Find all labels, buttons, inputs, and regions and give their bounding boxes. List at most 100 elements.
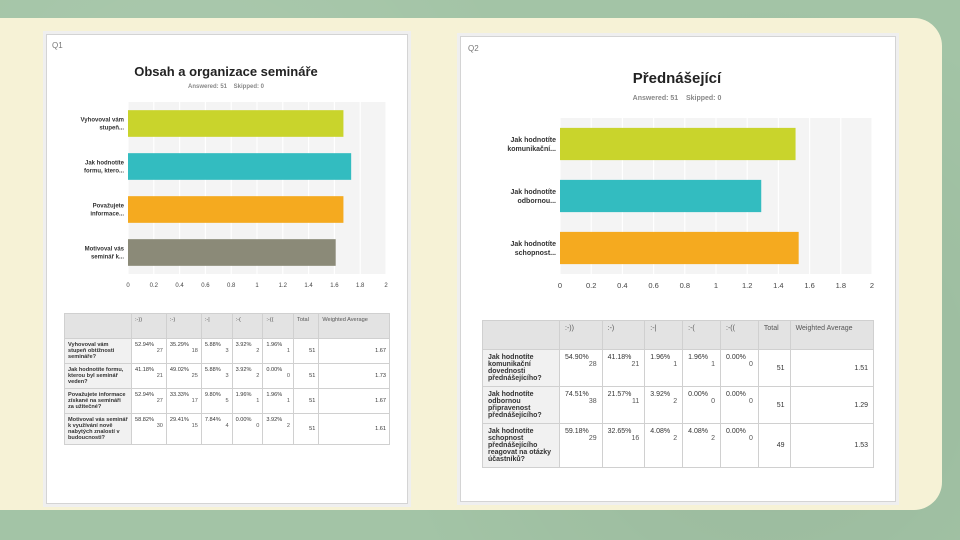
response-count: 15	[191, 423, 198, 429]
response-count: 0	[256, 423, 260, 429]
table-row: Považujete informace získané na semináři…	[64, 388, 390, 414]
column-header: :-|	[644, 320, 684, 350]
response-count: 27	[156, 348, 163, 354]
response-count: 29	[588, 435, 597, 442]
bar-chart-q1: 0 0.2 0.4 0.6 0.8 1 1.2 1.4 1.6 1.8 2 Vyhovoval vám…	[81, 102, 388, 289]
response-count: 11	[632, 398, 640, 405]
weighted-average-cell: 1.53	[789, 423, 875, 468]
x-tick-label: 1	[714, 281, 718, 290]
response-cell: 3.92% 2	[262, 413, 295, 445]
weighted-average-cell: 1.29	[789, 386, 875, 424]
bar	[128, 153, 352, 180]
response-count: 16	[631, 435, 640, 442]
bar	[560, 179, 762, 213]
category-label: Jak hodnotíte odbornou...	[510, 189, 556, 205]
response-percent: 52.94%	[135, 342, 154, 348]
response-count: 1	[711, 361, 716, 368]
response-count: 0	[749, 361, 753, 368]
question-cell: Jak hodnotíte schopnost přednášejícího r…	[482, 423, 560, 468]
response-percent: 1.96%	[266, 392, 283, 398]
skipped-count: Skipped: 0	[685, 95, 722, 102]
x-tick-label: 1.4	[773, 281, 783, 290]
question-number: Q2	[468, 44, 479, 53]
response-percent: 3.92%	[650, 391, 671, 398]
response-cell: 1.96% 1	[231, 388, 264, 414]
x-tick-label: 1.6	[804, 281, 814, 290]
response-percent: 74.51%	[565, 391, 589, 398]
table-row: Jak hodnotíte odbornou připravenost před…	[482, 386, 875, 424]
response-percent: 4.08%	[650, 428, 671, 435]
weighted-average-cell: 1.61	[318, 413, 390, 445]
chart-title: Přednášející	[632, 70, 722, 87]
column-header: :-)	[601, 320, 646, 350]
response-cell: 41.18% 21	[601, 349, 646, 387]
response-count: 1	[286, 398, 291, 404]
response-percent: 0.00%	[726, 391, 746, 398]
question-number: Q1	[52, 41, 63, 50]
category-label: Jak hodnotíte schopnost...	[510, 241, 556, 257]
response-count: 1	[256, 398, 260, 404]
response-cell: 54.90% 28	[559, 349, 603, 387]
response-percent: 33.33%	[169, 392, 189, 398]
response-percent: 29.41%	[169, 417, 189, 423]
response-count: 30	[156, 423, 163, 429]
response-count: 0	[711, 398, 716, 405]
response-count: 25	[191, 373, 198, 379]
response-cell: 0.00% 0	[720, 386, 759, 424]
response-percent: 3.92%	[235, 367, 252, 373]
total-cell: 51	[293, 413, 320, 445]
answered-count: Answered: 51	[187, 84, 227, 90]
response-percent: 0.00%	[688, 391, 709, 398]
x-tick-label: 0.6	[648, 281, 658, 290]
response-percent: 9.80%	[204, 392, 221, 398]
response-cell: 1.96% 1	[644, 349, 684, 387]
response-cell: 1.96% 1	[262, 388, 295, 414]
x-tick-label: 0.4	[175, 283, 184, 289]
response-cell: 74.51% 38	[559, 386, 603, 424]
response-count: 27	[156, 398, 163, 404]
response-counts: Answered: 51 Skipped: 0	[460, 95, 894, 102]
x-tick-label: 2	[870, 281, 874, 290]
response-count: 1	[673, 361, 678, 368]
column-header	[482, 320, 560, 350]
weighted-average-cell: 1.73	[318, 363, 390, 389]
x-tick-label: 1.4	[304, 283, 313, 289]
category-label: Považujete informace...	[90, 204, 124, 218]
response-count: 2	[286, 423, 291, 429]
response-cell: 58.82% 30	[131, 413, 167, 445]
question-cell: Jak hodnotíte komunikační dovednosti pře…	[482, 349, 560, 387]
response-cell: 5.88% 3	[200, 363, 233, 389]
response-cell: 52.94% 27	[131, 388, 167, 414]
response-percent: 52.94%	[135, 392, 154, 398]
response-count: 5	[225, 398, 229, 404]
response-counts: Answered: 51 Skipped: 0	[46, 84, 406, 90]
bar	[128, 196, 344, 223]
table-header-row: :-)):-):-|:-(:-((Total Weighted Average	[64, 313, 390, 339]
column-header: :-)	[165, 313, 202, 339]
response-cell: 21.57% 11	[601, 386, 646, 424]
response-percent: 0.00%	[726, 354, 746, 361]
response-percent: 49.02%	[169, 367, 189, 373]
category-label: Motivoval vás seminář k...	[85, 247, 125, 261]
x-tick-label: 0.8	[227, 283, 236, 289]
response-percent: 7.84%	[204, 417, 221, 423]
table-row: Jak hodnotíte formu, kterou byl seminář …	[64, 363, 390, 389]
response-cell: 9.80% 5	[200, 388, 233, 414]
results-table-q1: :-)):-):-|:-(:-((Total Weighted Average Vy…	[64, 313, 390, 445]
bar	[560, 231, 799, 265]
response-cell: 52.94% 27	[131, 338, 167, 364]
x-tick-label: 2	[384, 283, 388, 289]
response-percent: 59.18%	[565, 428, 589, 435]
column-header: Total	[293, 313, 320, 339]
response-cell: 3.92% 2	[231, 363, 264, 389]
response-cell: 32.65% 16	[601, 423, 646, 468]
table-row: Motivoval vás seminář k využívání nově n…	[64, 413, 390, 445]
response-cell: 3.92% 2	[644, 386, 684, 424]
response-percent: 21.57%	[607, 391, 632, 398]
column-header: Total	[757, 320, 791, 350]
x-tick-label: 0.2	[586, 281, 596, 290]
column-header: :-(	[682, 320, 722, 350]
response-percent: 3.92%	[235, 342, 252, 348]
response-cell: 0.00% 0	[231, 413, 264, 445]
weighted-average-cell: 1.67	[318, 388, 390, 414]
